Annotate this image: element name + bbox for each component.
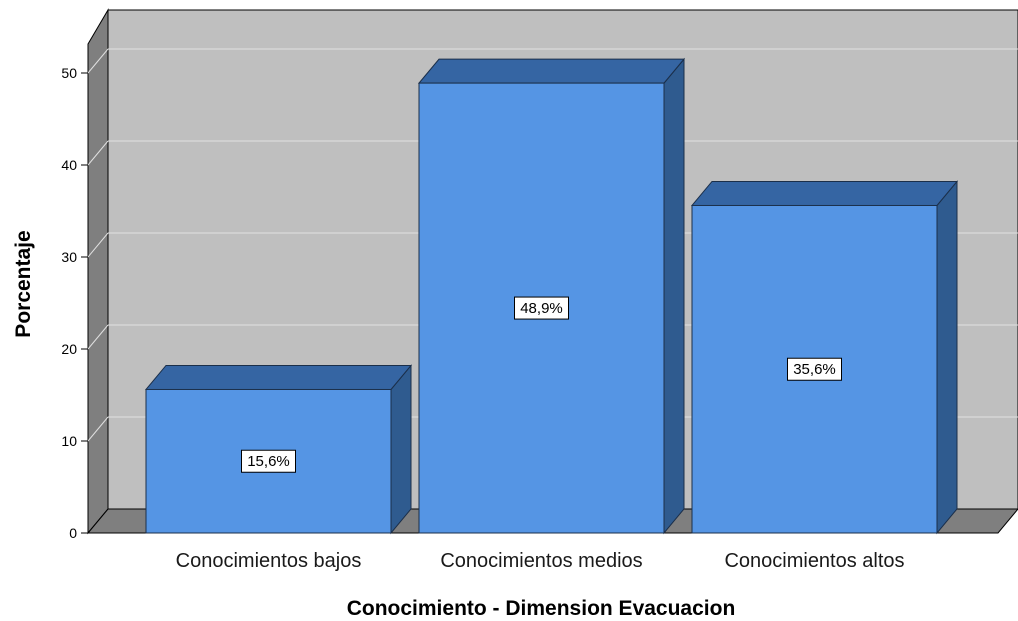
gridline-side (87, 48, 109, 74)
left-wall (87, 8, 109, 535)
gridline-side (87, 324, 109, 350)
bar-top (144, 364, 413, 390)
y-tick-label: 20 (61, 341, 77, 357)
data-label-2: 48,9% (514, 296, 569, 320)
bar-top (690, 180, 959, 206)
y-tick-label: 50 (61, 65, 77, 81)
x-axis-categories: Conocimientos bajos Conocimientos medios C… (176, 550, 905, 572)
x-category-label: Conocimientos bajos (176, 550, 362, 572)
y-axis-ticks: 0 10 20 30 40 50 (61, 65, 88, 541)
y-tick-label: 30 (61, 249, 77, 265)
bar-side (936, 180, 958, 535)
data-label-box (241, 449, 296, 473)
data-label-text: 48,9% (520, 300, 563, 317)
data-label-box (787, 357, 842, 381)
bar-3 (690, 180, 959, 535)
gridline-side (87, 416, 109, 442)
y-tick-label: 40 (61, 157, 77, 173)
data-labels: 15,6% 48,9% 35,6% (241, 296, 842, 473)
data-label-3: 35,6% (787, 357, 842, 381)
data-label-box (514, 296, 569, 320)
bar-side (663, 57, 685, 535)
x-category-label: Conocimientos altos (724, 550, 904, 572)
y-tick-label: 10 (61, 433, 77, 449)
gridline-side (87, 232, 109, 258)
x-axis-title: Conocimiento - Dimension Evacuacion (347, 597, 736, 620)
bar-side (390, 364, 412, 535)
bar-2 (417, 57, 686, 535)
y-axis-title: Porcentaje (12, 230, 35, 337)
bar-1 (144, 364, 413, 535)
gridline-side (87, 140, 109, 166)
data-label-text: 15,6% (247, 453, 290, 470)
x-category-label: Conocimientos medios (440, 550, 642, 572)
data-label-text: 35,6% (793, 361, 836, 378)
bar-top (417, 58, 686, 84)
y-tick-label: 0 (69, 525, 77, 541)
data-label-1: 15,6% (241, 449, 296, 473)
